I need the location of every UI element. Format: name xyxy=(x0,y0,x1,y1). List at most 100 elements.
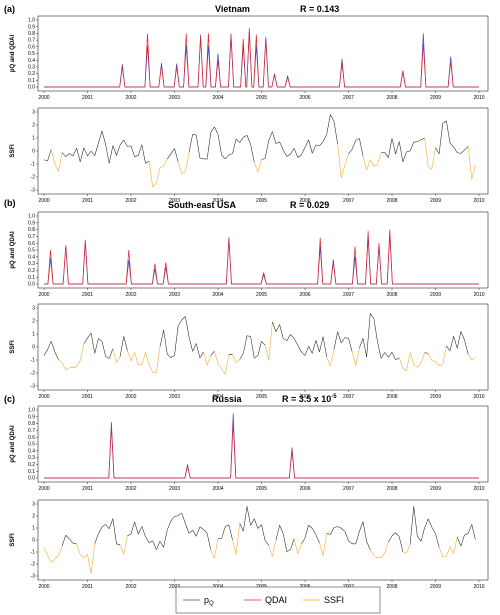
ssfi-drought-segment xyxy=(380,552,385,558)
ssfi-drought-segment xyxy=(435,361,440,367)
ssfi-segment xyxy=(221,526,226,539)
ssfi-segment xyxy=(391,138,396,155)
ssfi-segment xyxy=(101,130,106,145)
ssfi-drought-segment xyxy=(156,346,161,374)
ssfi-segment xyxy=(167,153,172,160)
ssfi-segment xyxy=(322,336,328,358)
ssfi-segment xyxy=(337,331,342,344)
ssfi-segment xyxy=(243,135,248,138)
xtick-label: 2001 xyxy=(82,486,93,492)
ssfi-segment xyxy=(438,123,444,154)
xtick-label: 2003 xyxy=(169,584,180,590)
ssfi-segment xyxy=(43,159,48,162)
xtick-label: 2000 xyxy=(38,292,49,298)
ssfi-drought-segment xyxy=(362,156,367,171)
ssfi-segment xyxy=(308,346,313,354)
xtick-label: 2000 xyxy=(38,486,49,492)
ssfi-segment xyxy=(348,149,353,155)
ytick-label: 0.1 xyxy=(28,78,35,84)
ssfi-segment xyxy=(268,131,273,141)
ssfi-segment xyxy=(163,529,168,548)
ssfi-segment xyxy=(112,518,117,544)
ssfi-drought-segment xyxy=(90,543,96,574)
ssfi-segment xyxy=(65,535,70,539)
panel-a-title: Vietnam xyxy=(215,4,250,14)
xtick-label: 2000 xyxy=(38,394,49,400)
xtick-label: 2007 xyxy=(343,486,354,492)
legend-label-pq: pQ xyxy=(204,595,214,607)
ssfi-segment xyxy=(275,324,280,332)
ytick-label: 2 xyxy=(32,123,35,129)
ssfi-segment xyxy=(61,535,67,547)
ytick-label: 0.4 xyxy=(28,254,35,260)
ssfi-segment xyxy=(391,532,396,536)
ssfi-segment xyxy=(282,533,288,552)
ssfi-drought-segment xyxy=(203,351,208,366)
ytick-label: 1.0 xyxy=(28,408,35,414)
ssfi-segment xyxy=(337,526,342,529)
panel-c-stat: R = 3.5 x 10-5 xyxy=(282,394,337,404)
ssfi-segment xyxy=(79,147,85,163)
ssfi-segment xyxy=(456,536,462,547)
ssfi-segment xyxy=(149,540,153,543)
xtick-label: 2001 xyxy=(82,198,93,204)
ssfi-segment xyxy=(453,336,458,349)
ssfi-drought-segment xyxy=(467,353,472,361)
ssfi-segment xyxy=(141,144,146,164)
xtick-label: 2004 xyxy=(212,198,223,204)
ytick-label: -1 xyxy=(31,162,36,168)
ssfi-segment xyxy=(47,149,52,161)
ssfi-segment xyxy=(453,146,458,153)
xtick-label: 2010 xyxy=(473,292,484,298)
ssfi-segment xyxy=(206,132,212,160)
ssfi-segment xyxy=(232,138,237,154)
ssfi-segment xyxy=(283,150,288,157)
xtick-label: 2001 xyxy=(82,394,93,400)
ssfi-segment xyxy=(264,540,269,546)
xtick-label: 2003 xyxy=(169,95,180,101)
ssfi-segment xyxy=(344,337,349,339)
ssfi-segment xyxy=(254,355,259,359)
ssfi-segment xyxy=(293,338,298,346)
ssfi-drought-segment xyxy=(370,159,375,166)
ssfi-segment xyxy=(87,150,92,157)
ssfi-segment xyxy=(94,338,99,354)
ssfi-segment xyxy=(192,134,197,136)
ssfi-drought-segment xyxy=(217,363,222,369)
ssfi-segment xyxy=(388,138,393,158)
ssfi-segment xyxy=(460,149,465,154)
ssfi-segment xyxy=(243,506,248,532)
xtick-label: 2007 xyxy=(343,198,354,204)
ssfi-drought-segment xyxy=(355,347,360,366)
ssfi-drought-segment xyxy=(76,360,81,367)
ssfi-drought-segment xyxy=(319,542,324,556)
ssfi-segment xyxy=(420,527,425,542)
ssfi-segment xyxy=(72,542,77,545)
ssfi-segment xyxy=(199,157,204,160)
ssfi-segment xyxy=(388,352,393,358)
xtick-label: 2010 xyxy=(473,198,484,204)
ssfi-segment xyxy=(221,154,226,160)
ytick-label: -1 xyxy=(31,550,36,556)
ssfi-segment xyxy=(348,540,353,544)
ssfi-segment xyxy=(395,357,400,360)
ssfi-segment xyxy=(395,532,400,537)
vietnam-ssfi-plot: -3 -2 -1 0 1 2 3 2000 2001 2002 2003 2004 2005 2006 20… xyxy=(10,107,489,204)
plot-frame-3 xyxy=(37,303,489,391)
ssfi-drought-segment xyxy=(116,356,121,363)
ssfi-segment xyxy=(460,331,465,341)
ssfi-drought-segment xyxy=(268,545,273,557)
ssfi-segment xyxy=(246,135,251,145)
ssfi-drought-segment xyxy=(417,363,422,368)
ssfi-segment xyxy=(449,142,454,148)
xtick-label: 2001 xyxy=(82,95,93,101)
panel-a-label: (a) xyxy=(4,4,15,14)
ssfi-drought-segment xyxy=(366,159,371,171)
ytick-label: 0.1 xyxy=(28,275,35,281)
xtick-label: 2005 xyxy=(256,198,267,204)
ssfi-segment xyxy=(105,356,110,359)
ssfi-segment xyxy=(446,345,451,351)
panel-c-label: (c) xyxy=(4,394,15,404)
xtick-label: 2006 xyxy=(299,486,310,492)
ssfi-drought-segment xyxy=(330,349,335,367)
